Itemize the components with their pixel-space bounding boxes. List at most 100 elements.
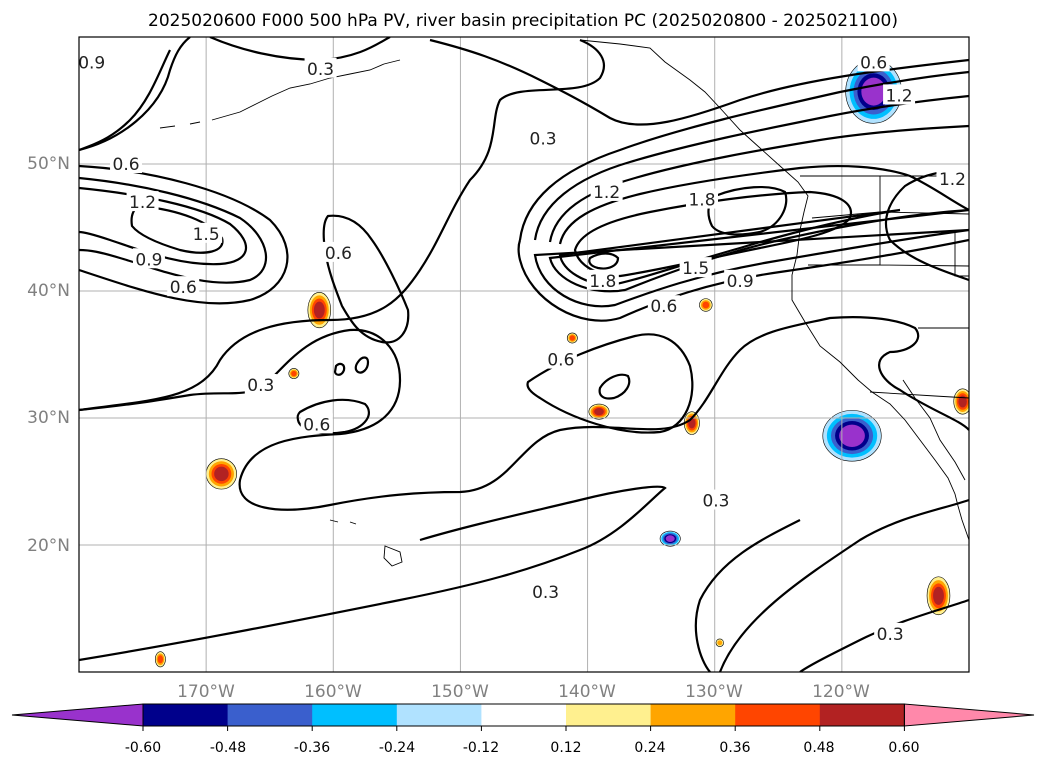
pv-contour-0.6-west [79,164,289,305]
border-us-mexico [869,391,969,399]
map-background [79,37,969,672]
contour-label-bg [529,580,562,601]
x-tick-label: 160°W [304,682,362,702]
hawaii-islands [329,519,403,567]
contour-label-bg [244,373,277,394]
colorbar-segment [650,704,736,726]
contour-label-bg [647,295,680,316]
pv-contour-labels: 0.9 0.3 0.6 0.6 1.2 1.5 0.9 0.6 0.6 0.3 1.2 1.8 1.5 1… [78,51,969,645]
precip-patch [205,458,237,490]
contour-label: 0.3 [530,130,557,150]
contour-label-bg [167,276,200,297]
contour-label-bg [322,241,355,262]
colorbar-segment [566,704,652,726]
pv-contour-jet-1.8 [588,185,788,270]
contour-label: 0.9 [727,272,754,292]
contour-label-bg [686,188,718,209]
x-tick-label: 130°W [685,682,743,702]
contour-label: 0.6 [325,244,352,264]
contour-label: 1.2 [939,170,966,190]
contour-label: 0.3 [532,583,559,603]
pv-contour-0.3-hawaii-small [333,362,346,376]
contour-label-bg [699,489,732,510]
contour-label: 1.5 [682,259,709,279]
precip-patch-level [839,424,865,447]
map-frame [78,36,970,673]
colorbar-segments [11,703,1035,731]
contour-label-bg [79,51,108,72]
colorbar-tick-label: 0.24 [634,740,665,756]
colorbar-extend-min [11,703,144,727]
pv-contour-0.3-subtropical [79,316,969,511]
precip-patch [659,530,681,547]
contour-label: 0.6 [170,278,197,298]
pv-contour-0.3-north [79,37,191,152]
map-area: 0.9 0.3 0.6 0.6 1.2 1.5 0.9 0.6 0.6 0.3 1.2 1.8 1.5 1… [78,36,970,673]
colorbar-tick-labels: -0.60 -0.48 -0.36 -0.24 -0.12 0.12 0.24 … [125,740,920,756]
colorbar-tick-label: -0.36 [294,740,330,756]
contour-label: 0.6 [303,415,330,435]
colorbar-tick-label: 0.12 [550,740,581,756]
precip-patch-level [958,395,967,408]
contour-label-bg [527,127,560,148]
pv-contour-1.2-west [79,186,248,266]
precip-patch [154,651,166,668]
precip-patch [588,403,610,420]
precip-patch [288,368,300,379]
contour-label-bg [126,191,159,212]
contour-label-bg [300,413,333,434]
precipitation-pc-layer [154,59,969,668]
contour-label-bg [724,269,757,290]
pv-contour-0.9-west [79,176,268,284]
colorbar-segment [481,704,567,726]
colorbar-tick-label: -0.24 [379,740,415,756]
y-tick-label: 40°N [27,281,70,301]
contour-label: 1.8 [589,272,616,292]
contour-label-bg [857,51,890,72]
colorbar-tick-label: -0.60 [125,740,161,756]
pv-contour-0.6-small [354,356,370,374]
colorbar: -0.60 -0.48 -0.36 -0.24 -0.12 0.12 0.24 … [11,703,1035,756]
x-tick-label: 150°W [431,682,489,702]
pv-contour-0.6-hawaii-loop [296,398,370,435]
aleutian-chain [159,59,401,129]
colorbar-segment [396,704,482,726]
x-tick-label: 170°W [177,682,235,702]
precip-patch-level [665,535,675,543]
x-tick-label: 140°W [558,682,616,702]
precip-patch [699,298,713,312]
contour-label: 1.2 [593,183,620,203]
colorbar-tick-label: -0.48 [210,740,246,756]
pv-contours [79,37,969,672]
contour-label-bg [544,348,577,369]
precip-patch-level [594,408,604,416]
contour-label-bg [936,168,969,189]
pv-contour-jet-1.5 [573,190,853,278]
contour-label-bg [874,622,907,643]
contour-label: 0.9 [135,250,162,270]
precip-patch-level [861,77,886,106]
colorbar-segment [312,704,398,726]
precip-patch-level [291,370,297,377]
precip-patch [953,388,969,415]
contour-label: 0.3 [702,492,729,512]
contour-label-bg [586,269,619,290]
precip-patch [822,410,882,462]
colorbar-tick-label: -0.12 [463,740,499,756]
contour-label: 1.8 [688,191,715,211]
contour-label-bg [883,84,916,105]
precip-patch-level [933,586,944,605]
contour-label: 1.5 [193,225,220,245]
contour-label: 0.9 [78,53,105,73]
colorbar-segment [735,704,821,726]
contour-label-bg [132,248,165,269]
colorbar-segment [143,704,229,726]
pv-contour-jet-0.3 [517,70,969,322]
colorbar-tick-label: 0.60 [888,740,919,756]
x-tick-label: 120°W [812,682,870,702]
precip-patch-level [569,335,576,341]
colorbar-tick-label: 0.48 [803,740,834,756]
precip-patch [926,576,951,616]
pv-contour-0.3-southern [79,485,969,672]
